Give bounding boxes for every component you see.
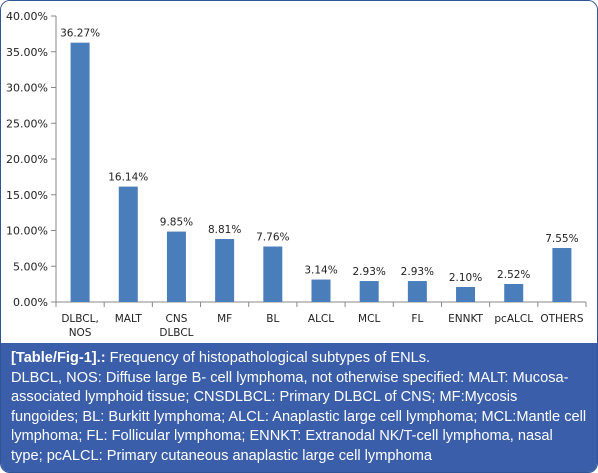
category-label: CNS [166, 313, 188, 325]
y-tick-label: 15.00% [6, 189, 48, 202]
data-label: 7.55% [545, 233, 578, 245]
category-label: ENNKT [448, 313, 483, 325]
bar [359, 281, 379, 302]
chart-area: 0.00% 5.00% 10.00% 15.00% 20.00% 25.00% 30.00%… [1, 1, 597, 343]
data-label: 2.52% [497, 269, 530, 281]
bar [166, 231, 186, 302]
category-label: FL [411, 313, 423, 325]
y-tick-label: 30.00% [6, 82, 48, 95]
bar [118, 186, 138, 302]
category-label: pcALCL [494, 313, 533, 325]
category-label: BL [266, 313, 279, 325]
bar [263, 246, 283, 302]
data-label: 16.14% [108, 172, 148, 184]
data-label: 2.93% [353, 266, 386, 278]
y-tick-label: 35.00% [6, 46, 48, 59]
data-label: 7.76% [256, 232, 289, 244]
bar [456, 286, 476, 302]
y-tick-label: 0.00% [13, 296, 48, 309]
data-label: 36.27% [60, 28, 100, 40]
data-label: 9.85% [160, 217, 193, 229]
bar [552, 248, 572, 302]
data-label: 2.93% [401, 266, 434, 278]
category-label: ALCL [308, 313, 334, 325]
caption-label: [Table/Fig-1].: [11, 350, 106, 366]
category-label: MALT [115, 313, 143, 325]
data-label: 8.81% [208, 224, 241, 236]
category-label: DLBCL, [61, 313, 98, 325]
caption-body: DLBCL, NOS: Diffuse large B- cell lympho… [11, 369, 587, 464]
bar-chart: 0.00% 5.00% 10.00% 15.00% 20.00% 25.00% 30.00%… [6, 10, 587, 339]
y-tick-label: 20.00% [6, 153, 48, 166]
bar [407, 281, 427, 302]
category-label: NOS [69, 327, 92, 339]
bar [504, 283, 524, 302]
y-tick-label: 25.00% [6, 117, 48, 130]
bar [70, 42, 90, 303]
data-label: 3.14% [304, 265, 337, 277]
y-tick-label: 5.00% [13, 260, 48, 273]
category-label: MCL [358, 313, 380, 325]
figure-caption: [Table/Fig-1].: Frequency of histopathol… [1, 343, 597, 472]
caption-text: [Table/Fig-1].: Frequency of histopathol… [11, 349, 587, 466]
bar [311, 279, 331, 302]
category-label: DLBCL [159, 327, 193, 339]
caption-title: Frequency of histopathological subtypes … [105, 350, 431, 366]
data-label: 2.10% [449, 272, 482, 284]
y-tick-label: 10.00% [6, 225, 48, 238]
category-label: MF [217, 313, 232, 325]
y-tick-label: 40.00% [6, 10, 48, 23]
category-label: OTHERS [540, 313, 584, 325]
bar [215, 239, 235, 302]
